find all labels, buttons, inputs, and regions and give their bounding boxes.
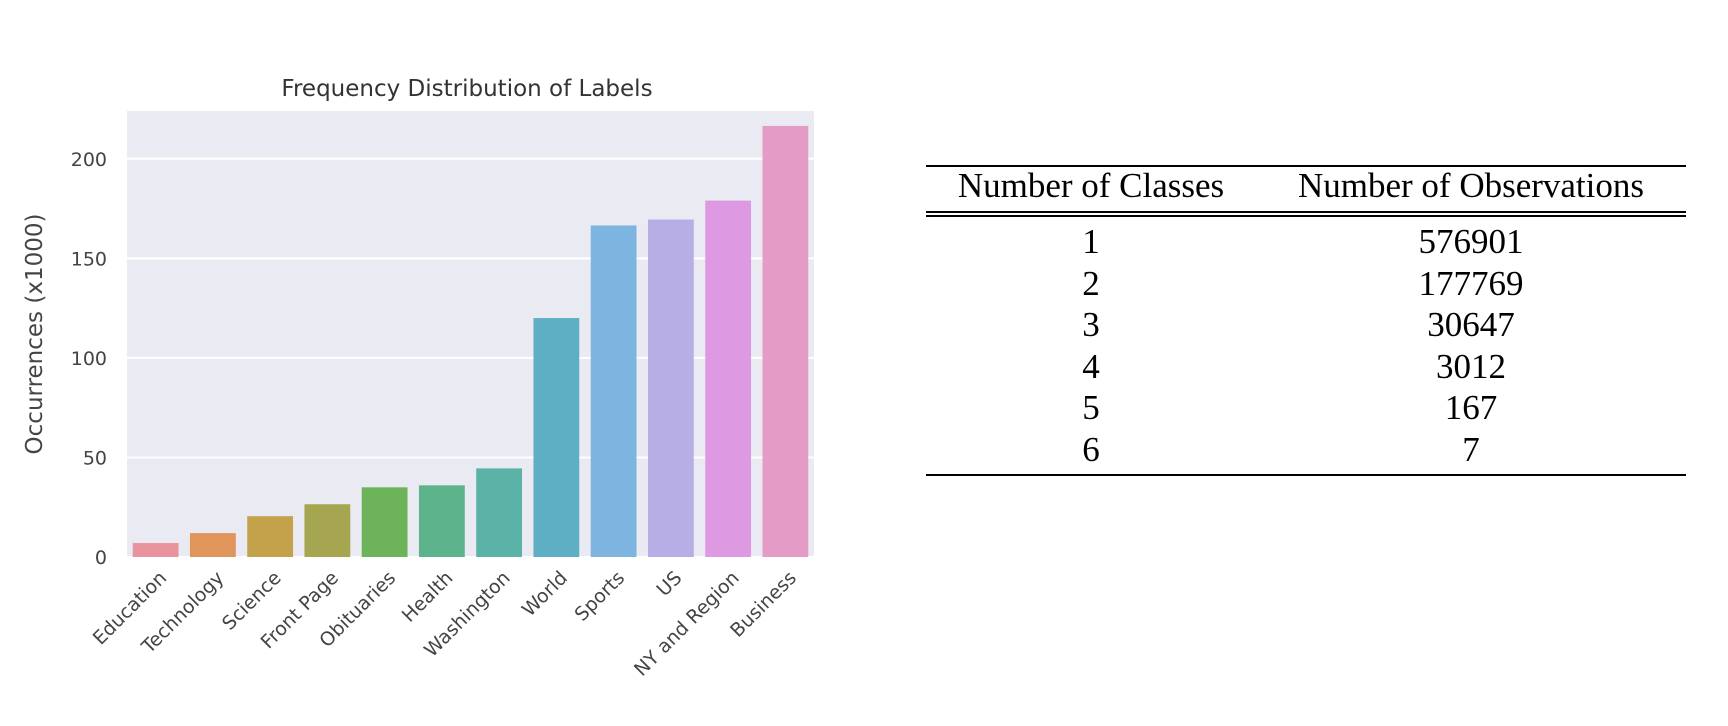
bar-technology <box>189 533 236 557</box>
bar-obituaries <box>361 487 408 557</box>
plot-area <box>127 111 814 557</box>
y-axis-label: Occurrences (x1000) <box>22 214 48 455</box>
table-body: 1 576901 2 177769 3 30647 4 3012 5 167 6… <box>926 214 1686 476</box>
bar-us <box>647 219 694 557</box>
table-cell-observations: 7 <box>1256 428 1686 476</box>
table-row: 4 3012 <box>926 346 1686 388</box>
y-tick-label: 150 <box>71 248 107 270</box>
y-tick-label: 0 <box>95 547 107 569</box>
table-cell-observations: 177769 <box>1418 263 1524 303</box>
bar-ny-and-region <box>705 200 752 558</box>
header-number-of-classes: Number of Classes <box>926 165 1256 214</box>
category-label: NY and Region <box>630 567 744 681</box>
y-tick-label: 50 <box>83 447 107 469</box>
bars <box>132 125 809 558</box>
table-cell-observations: 167 <box>1444 388 1498 427</box>
bar-education <box>132 543 179 557</box>
table-header-row: Number of Classes Number of Observations <box>926 165 1686 214</box>
bar-front-page <box>304 504 351 557</box>
category-label: Sports <box>571 567 630 626</box>
bar-health <box>418 485 465 557</box>
table-cell-classes: 1 <box>1082 222 1100 261</box>
category-label: US <box>652 567 686 601</box>
bar-chart-svg: Frequency Distribution of Labels 0 50 100 1… <box>22 76 814 681</box>
bar-science <box>247 516 294 557</box>
y-tick-labels: 0 50 100 150 200 <box>71 149 107 569</box>
y-tick-label: 200 <box>71 149 107 171</box>
table-row: 2 177769 <box>926 263 1686 305</box>
table-row: 1 576901 <box>926 214 1686 263</box>
bar-chart: Frequency Distribution of Labels 0 50 100 1… <box>22 76 814 681</box>
table-cell-classes: 4 <box>1082 346 1100 386</box>
table-cell-classes: 5 <box>1082 388 1100 427</box>
bar-washington <box>476 468 523 557</box>
bar-business <box>762 125 809 557</box>
category-label: World <box>518 567 572 621</box>
table-row: 6 7 <box>926 428 1686 476</box>
class-count-table: Number of Classes Number of Observations… <box>926 165 1686 476</box>
table-cell-classes: 2 <box>1082 263 1100 303</box>
bar-sports <box>590 225 637 557</box>
header-number-of-observations: Number of Observations <box>1256 165 1686 214</box>
chart-title: Frequency Distribution of Labels <box>281 76 652 102</box>
table-cell-observations: 30647 <box>1427 305 1515 344</box>
table-cell-classes: 3 <box>1082 305 1100 344</box>
y-tick-label: 100 <box>71 348 107 370</box>
table-cell-observations: 576901 <box>1418 222 1524 261</box>
table-row: 3 30647 <box>926 304 1686 346</box>
gridlines <box>127 157 814 558</box>
table-cell-observations: 3012 <box>1436 346 1506 386</box>
bar-world <box>533 318 580 557</box>
class-count-table-container: Number of Classes Number of Observations… <box>926 165 1686 476</box>
table-row: 5 167 <box>926 387 1686 429</box>
table-cell-classes: 6 <box>926 428 1256 476</box>
